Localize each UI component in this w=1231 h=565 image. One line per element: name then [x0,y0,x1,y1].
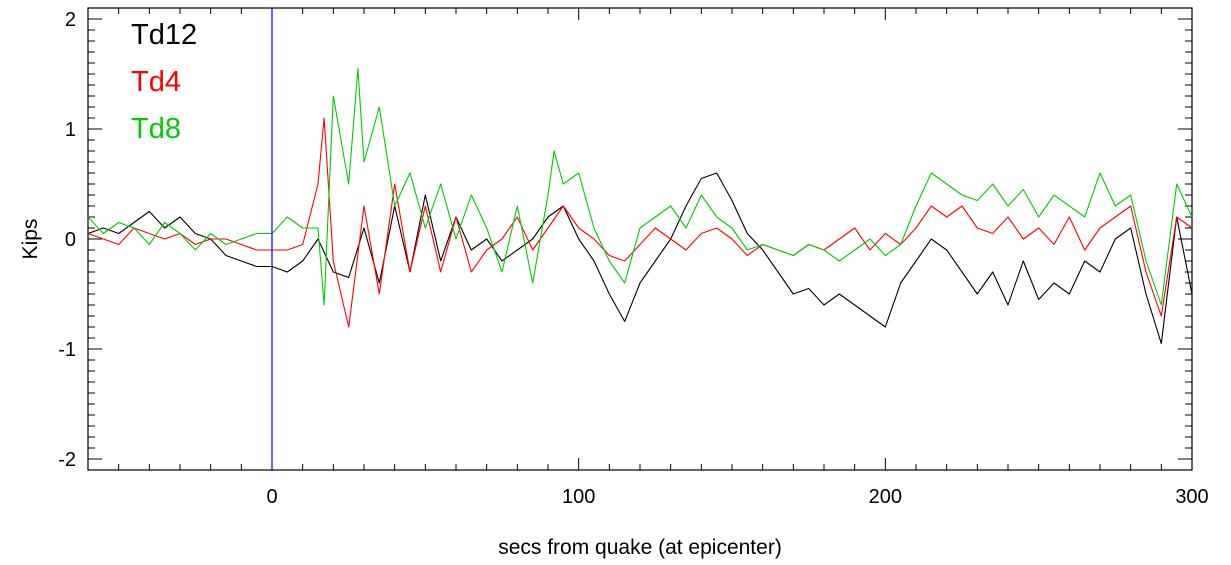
tick-labels: 0 100 200 300 -2 -1 0 1 2 [58,9,1208,508]
legend-entry-td8: Td8 [131,113,181,145]
axis-ticks [87,7,1193,471]
plot-area [87,7,1193,471]
y-tick-label: 1 [65,119,76,141]
series-line-td12 [87,172,1193,345]
x-tick-label: 200 [869,486,902,508]
series-line-td8 [87,67,1193,306]
x-tick-label: 0 [266,486,277,508]
y-tick-label: 0 [65,229,76,251]
y-axis-label: Kips [19,219,42,260]
y-tick-label: -2 [58,449,76,471]
series-lines [87,67,1193,345]
y-tick-label: -1 [58,339,76,361]
legend-entry-td4: Td4 [131,66,181,98]
x-axis-label: secs from quake (at epicenter) [498,536,782,559]
legend: Td12 Td4 Td8 [131,19,197,145]
series-line-td4 [87,117,1193,328]
x-tick-label: 300 [1175,486,1208,508]
y-tick-label: 2 [65,9,76,31]
x-tick-label: 100 [562,486,595,508]
legend-entry-td12: Td12 [131,19,197,51]
plot-frame [87,7,1193,471]
